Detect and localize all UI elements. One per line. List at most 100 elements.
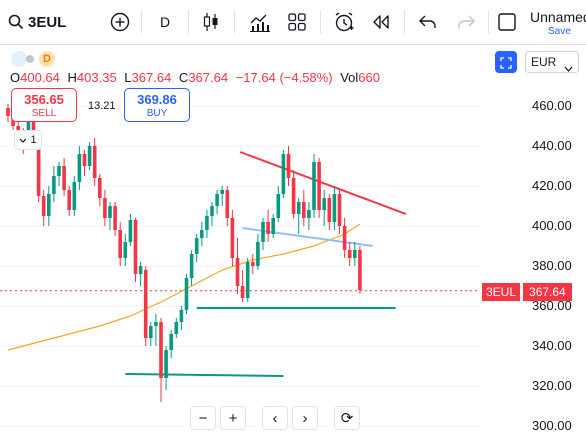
buy-button[interactable]: 369.86 BUY: [124, 88, 190, 122]
price-axis-label: 400.00: [532, 218, 572, 233]
high-value: 403.35: [76, 70, 117, 85]
indicators-button[interactable]: [246, 6, 274, 38]
market-status-icon: [11, 51, 27, 67]
candle: [240, 270, 245, 302]
candle-body: [312, 162, 316, 210]
candle: [174, 318, 179, 338]
candle-body: [103, 198, 107, 218]
candle: [159, 318, 163, 402]
market-status-dot: [26, 55, 34, 63]
close-label: C: [178, 70, 189, 85]
candle-body: [276, 194, 281, 218]
sell-button[interactable]: 356.65 SELL: [11, 88, 77, 122]
candle-body: [307, 210, 311, 218]
zoom-in-button[interactable]: +: [220, 406, 246, 430]
candle-body: [72, 182, 77, 210]
candle: [307, 202, 311, 230]
templates-icon: [288, 13, 306, 31]
candle: [205, 210, 209, 238]
candle-body: [200, 230, 204, 238]
candle-body: [149, 326, 153, 338]
candle: [200, 222, 204, 246]
candle-body: [302, 202, 306, 218]
candle-body: [164, 350, 168, 378]
candle: [347, 242, 352, 266]
candle: [281, 150, 286, 198]
scroll-right-button[interactable]: ›: [292, 406, 318, 430]
candles: [6, 104, 362, 402]
candle: [138, 262, 143, 286]
scroll-left-button[interactable]: ‹: [262, 406, 288, 430]
candle-body: [296, 202, 301, 214]
reset-chart-button[interactable]: ⟳: [334, 406, 360, 430]
templates-button[interactable]: [283, 6, 311, 38]
candle: [332, 186, 337, 230]
alert-button[interactable]: [330, 6, 358, 38]
candle: [286, 146, 291, 186]
price-axis-label: 360.00: [532, 298, 572, 313]
candle: [164, 346, 168, 390]
compare-symbol-button[interactable]: [106, 6, 134, 38]
candle-body: [235, 258, 240, 286]
replay-button[interactable]: [367, 6, 395, 38]
auto-scale-button[interactable]: [495, 51, 517, 73]
undo-button[interactable]: [414, 6, 442, 38]
candle: [194, 234, 199, 262]
zoom-out-button[interactable]: −: [190, 406, 216, 430]
top-toolbar: 3EUL D: [0, 0, 586, 45]
candle: [57, 162, 61, 186]
candle: [342, 218, 347, 258]
chevron-down-icon: [564, 58, 573, 78]
last-price-symbol: 3EUL: [482, 283, 521, 301]
candle-body: [47, 194, 51, 216]
candle-body: [62, 166, 66, 190]
candle-body: [77, 154, 82, 182]
candle: [92, 138, 97, 186]
search-icon: [8, 14, 24, 30]
symbol-search-button[interactable]: 3EUL: [4, 6, 74, 38]
minus-icon: −: [198, 409, 208, 427]
candle: [230, 210, 235, 266]
candle-body: [286, 154, 291, 178]
candle: [98, 174, 102, 206]
sell-price: 356.65: [24, 92, 64, 107]
candle: [52, 166, 56, 202]
candle-body: [220, 190, 224, 194]
currency-select[interactable]: EUR: [525, 51, 579, 73]
collapse-indicators-button[interactable]: 1: [14, 130, 42, 150]
chart-navigation: − + ‹ › ⟳: [190, 406, 360, 430]
symbol-name: 3EUL: [28, 13, 67, 31]
buy-label: BUY: [146, 108, 168, 119]
layout-button[interactable]: [494, 6, 520, 38]
spread-value: 13.21: [88, 100, 116, 112]
candle-body: [194, 238, 199, 254]
candle-body: [281, 154, 286, 194]
candle: [302, 190, 306, 226]
add-symbol-icon: [110, 12, 130, 32]
candle-body: [266, 222, 270, 234]
candle: [266, 210, 270, 242]
layout-square-icon: [498, 13, 516, 31]
resistance-line: [239, 151, 407, 215]
redo-button[interactable]: [452, 6, 480, 38]
layout-name[interactable]: Unnamed: [530, 9, 586, 25]
candle-body: [159, 322, 163, 378]
price-axis-label: 460.00: [532, 98, 572, 113]
candle: [337, 190, 342, 234]
candle-body: [347, 250, 352, 258]
chevron-down-icon: [19, 134, 27, 146]
candle-body: [92, 146, 97, 178]
candle-body: [337, 194, 342, 226]
candle: [47, 186, 51, 226]
chart-type-button[interactable]: [198, 6, 224, 38]
interval-button[interactable]: D: [152, 6, 178, 38]
save-link[interactable]: Save: [548, 26, 571, 37]
candle: [103, 190, 107, 226]
candle-body: [322, 198, 326, 210]
candle-body: [67, 190, 71, 210]
candle: [296, 198, 301, 234]
chart-grid: [0, 105, 480, 427]
last-price-value: 367.64: [523, 283, 572, 301]
candle: [235, 238, 240, 294]
chevron-left-icon: ‹: [272, 409, 278, 427]
